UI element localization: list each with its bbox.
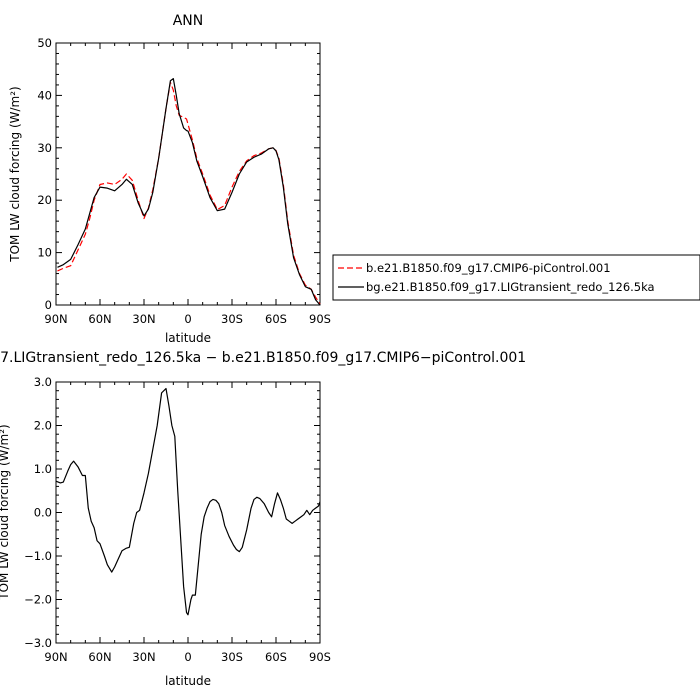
y-tick-label: −3.0: [24, 636, 52, 650]
legend: b.e21.B1850.f09_g17.CMIP6-piControl.001 …: [332, 254, 700, 301]
series-line-0: [55, 387, 321, 616]
bottom-x-tick-labels: 90N 60N 30N 0 30S 60S 90S: [44, 650, 331, 664]
x-tick-label: 30N: [132, 650, 155, 664]
x-tick-label: 90S: [309, 312, 331, 326]
y-tick-label: 20: [37, 193, 52, 207]
bottom-plot-frame: [55, 381, 321, 644]
y-tick-label: 0.0: [34, 506, 52, 520]
top-axis-ticks: [55, 42, 321, 306]
bottom-axis-ticks: [55, 381, 321, 644]
legend-label-LIG: bg.e21.B1850.f09_g17.LIGtransient_redo_1…: [366, 280, 655, 294]
x-tick-label: 30S: [221, 312, 243, 326]
chart-top: ANN 0 10 20 30 40 50 90N 60N 30N 0 30S 60S 90S TOM …: [8, 13, 331, 345]
x-tick-label: 60S: [265, 312, 287, 326]
y-tick-label: 30: [37, 141, 52, 155]
y-tick-label: 10: [37, 246, 52, 260]
x-tick-label: 0: [184, 650, 191, 664]
bottom-chart-title: bg.e21.B1850.f09_g17.LIGtransient_redo_1…: [0, 350, 526, 366]
bottom-x-axis-label: latitude: [165, 674, 211, 688]
y-tick-label: 3.0: [34, 375, 52, 389]
y-tick-label: 50: [37, 36, 52, 50]
x-tick-label: 90N: [44, 650, 67, 664]
top-series-group: [57, 78, 321, 306]
y-tick-label: 1.0: [34, 462, 52, 476]
y-tick-label: 0: [45, 298, 52, 312]
top-x-tick-labels: 90N 60N 30N 0 30S 60S 90S: [44, 312, 331, 326]
top-y-axis-label: TOM LW cloud forcing (W/m²): [8, 86, 22, 263]
x-tick-label: 60N: [88, 650, 111, 664]
bottom-y-tick-labels: −3.0 −2.0 −1.0 0.0 1.0 2.0 3.0: [24, 375, 52, 650]
bottom-series-group: [55, 387, 321, 616]
top-x-axis-label: latitude: [165, 331, 211, 345]
x-tick-label: 60N: [88, 312, 111, 326]
x-tick-label: 30S: [221, 650, 243, 664]
y-tick-label: 2.0: [34, 419, 52, 433]
y-tick-label: −2.0: [24, 593, 52, 607]
x-tick-label: 30N: [132, 312, 155, 326]
top-y-tick-labels: 0 10 20 30 40 50: [37, 36, 52, 312]
y-tick-label: −1.0: [24, 549, 52, 563]
chart-bottom: bg.e21.B1850.f09_g17.LIGtransient_redo_1…: [0, 350, 526, 688]
x-tick-label: 90N: [44, 312, 67, 326]
series-line-1: [57, 78, 321, 306]
legend-label-piControl: b.e21.B1850.f09_g17.CMIP6-piControl.001: [366, 261, 611, 275]
bottom-y-axis-label: TOM LW cloud forcing (W/m²): [0, 424, 11, 601]
x-tick-label: 60S: [265, 650, 287, 664]
x-tick-label: 0: [184, 312, 191, 326]
top-plot-frame: [55, 42, 321, 306]
x-tick-label: 90S: [309, 650, 331, 664]
legend-box: [332, 254, 700, 301]
y-tick-label: 40: [37, 88, 52, 102]
top-chart-title: ANN: [173, 13, 204, 29]
